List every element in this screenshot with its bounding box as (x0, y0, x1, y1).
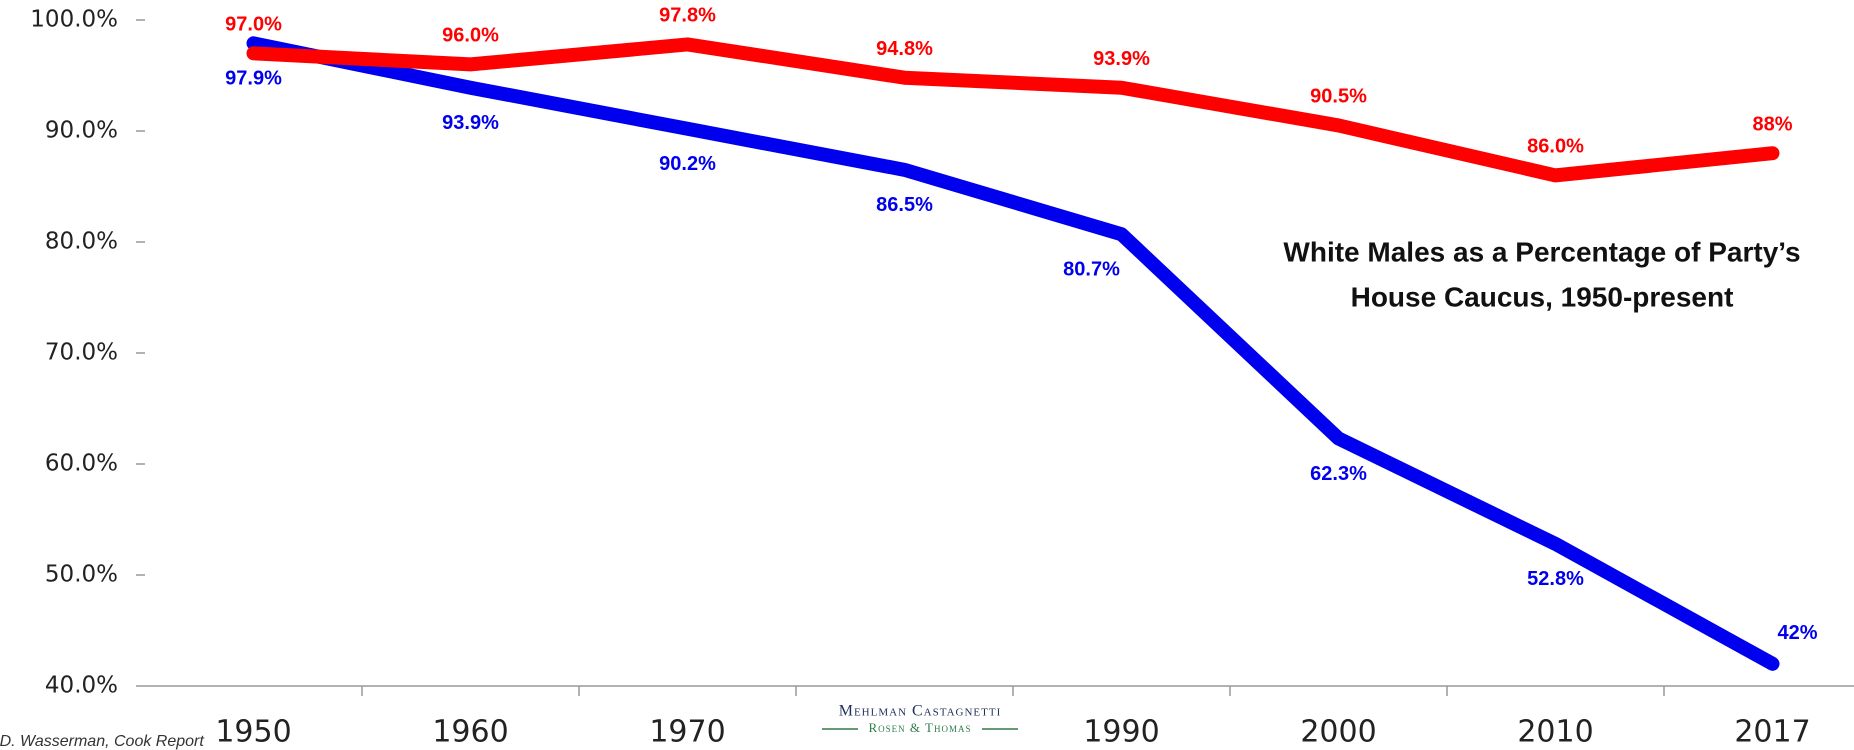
data-label: 90.2% (659, 153, 716, 175)
chart-title: House Caucus, 1950-present (1351, 281, 1734, 312)
data-label: 97.0% (225, 14, 282, 36)
y-tick-label: 40.0% (45, 673, 118, 699)
data-label: 96.0% (442, 25, 499, 47)
data-label: 88% (1752, 113, 1792, 135)
data-label: 94.8% (876, 38, 933, 60)
chart-title: White Males as a Percentage of Party’s (1283, 236, 1800, 267)
data-label: 62.3% (1310, 463, 1367, 485)
data-line (246, 37, 1780, 183)
logo-text: Mehlman Castagnetti (839, 703, 1002, 720)
x-tick-label: 1970 (649, 715, 725, 750)
y-tick-label: 50.0% (45, 562, 118, 588)
source-note: Source: D. Wasserman, Cook Report (0, 733, 204, 750)
y-tick-label: 80.0% (45, 229, 118, 255)
data-label: 86.5% (876, 194, 933, 216)
data-label: 80.7% (1063, 259, 1120, 281)
y-tick-label: 70.0% (45, 340, 118, 366)
y-tick-label: 90.0% (45, 118, 118, 144)
data-label: 52.8% (1527, 568, 1584, 590)
logo-text: Rosen & Thomas (869, 720, 972, 735)
data-label: 93.9% (1093, 48, 1150, 70)
y-tick-label: 100.0% (30, 7, 118, 33)
y-tick-label: 60.0% (45, 451, 118, 477)
data-label: 97.8% (659, 5, 716, 27)
x-tick-label: 2010 (1517, 715, 1593, 750)
x-tick-label: 2000 (1300, 715, 1376, 750)
data-label: 86.0% (1527, 136, 1584, 158)
x-tick-label: 1990 (1083, 715, 1159, 750)
data-label: 42% (1777, 622, 1817, 644)
x-tick-label: 1950 (215, 715, 291, 750)
data-label: 93.9% (442, 112, 499, 134)
x-tick-label: 2017 (1734, 715, 1810, 750)
data-line (246, 36, 1780, 671)
data-label: 90.5% (1310, 86, 1367, 108)
x-tick-label: 1960 (432, 715, 508, 750)
data-label: 97.9% (225, 68, 282, 90)
